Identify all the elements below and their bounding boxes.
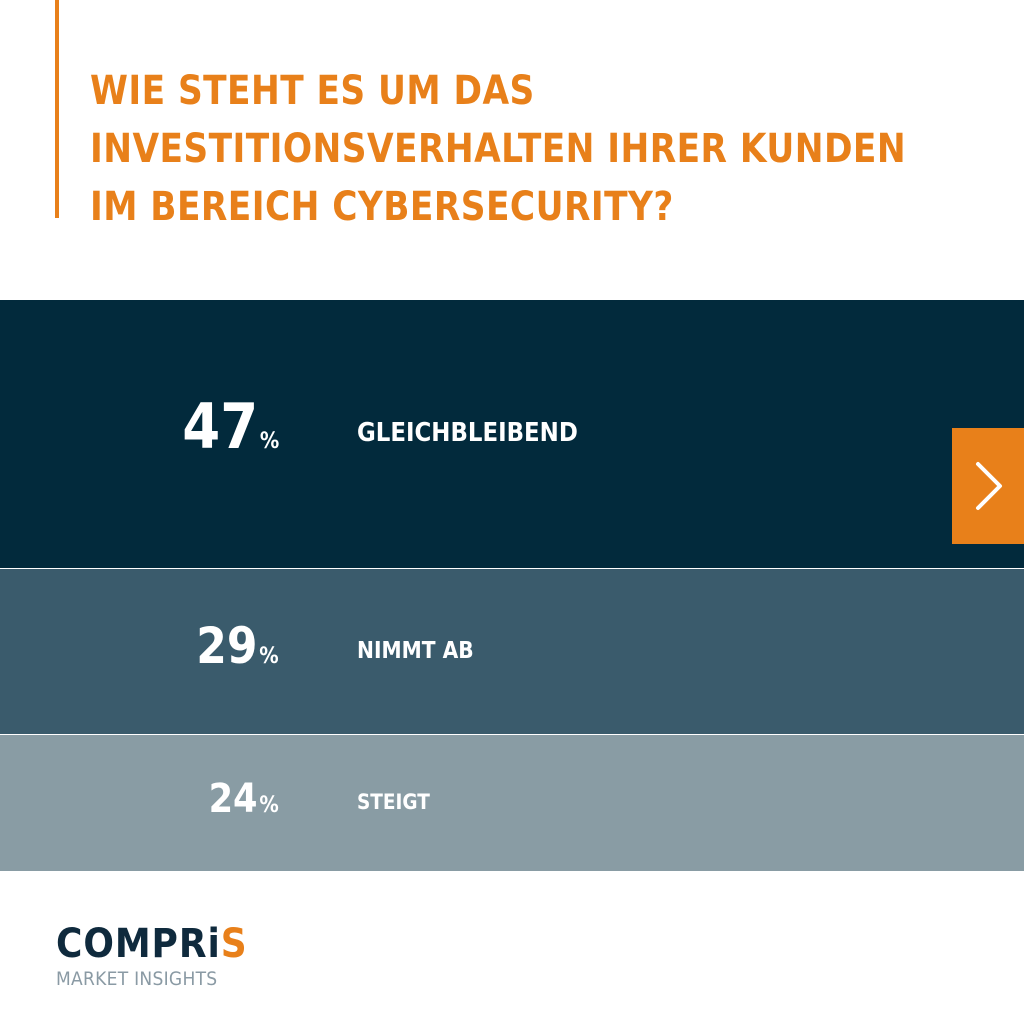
title-line-3: IM BEREICH CYBERSECURITY? [90,184,674,230]
logo-tagline: MARKET INSIGHTS [56,968,218,990]
bar-value-percent: % [259,792,279,818]
bar-value-percent: % [259,644,279,669]
chevron-right-icon [976,462,1002,510]
brand-logo: COMPRiS MARKET INSIGHTS [56,924,269,990]
bar-value-number: 24 [208,775,258,822]
logo-word-main: COMPR [56,921,208,967]
bar-nimmt-ab: 29% NIMMT AB [0,569,1024,735]
logo-word-s: S [220,921,248,967]
next-button[interactable] [952,428,1024,544]
bar-value: 29% [197,621,279,671]
logo-wordmark: COMPRiS [56,924,248,964]
title-line-2: INVESTITIONSVERHALTEN IHRER KUNDEN [90,126,907,172]
bar-label: NIMMT AB [357,637,474,664]
bar-value-number: 29 [196,617,258,675]
bar-value: 47% [182,396,279,458]
bar-label: GLEICHBLEIBEND [357,418,578,449]
bar-value: 24% [209,779,279,819]
chart-title: WIE STEHT ES UM DAS INVESTITIONSVERHALTE… [90,62,907,236]
bar-steigt: 24% STEIGT [0,735,1024,872]
logo-word-i: i [207,921,221,967]
title-line-1: WIE STEHT ES UM DAS [90,68,535,114]
bar-label: STEIGT [357,790,430,815]
bar-value-percent: % [259,429,279,455]
bar-value-number: 47 [181,390,258,464]
title-accent-bar [55,0,59,218]
bar-gleichbleibend: 47% GLEICHBLEIBEND [0,300,1024,569]
